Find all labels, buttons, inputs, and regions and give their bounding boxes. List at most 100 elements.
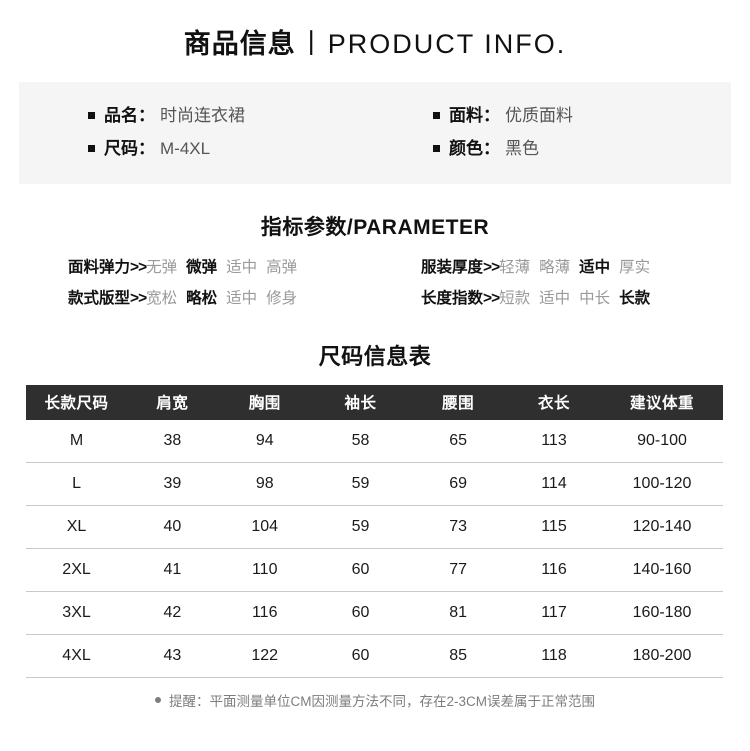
parameter-option: 微弹 — [186, 258, 218, 276]
table-row: L 39 98 59 69 114 100-120 — [26, 462, 723, 506]
parameter-name: 服装厚度 — [421, 258, 484, 276]
table-cell-size: 3XL — [26, 591, 128, 635]
parameter-fabric-elasticity: 面料弹力 >> 无弹 微弹 适中 高弹 — [0, 258, 365, 277]
square-bullet-icon — [433, 145, 440, 153]
parameter-arrow: >> — [130, 290, 147, 308]
parameter-option: 适中 — [226, 258, 258, 276]
parameter-options: 轻薄 略薄 适中 厚实 — [499, 258, 659, 277]
parameter-line: 款式版型 >> 宽松 略松 适中 修身 长度指数 >> 短款 适中 中长 长款 — [0, 289, 750, 308]
size-table-title: 尺码信息表 — [318, 343, 432, 369]
parameter-option: 宽松 — [146, 290, 178, 308]
measurement-note: 提醒：平面测量单位CM因测量方法不同，存在2-3CM误差属于正常范围 — [0, 690, 750, 710]
parameter-arrow: >> — [483, 290, 500, 308]
table-cell: 116 — [506, 548, 602, 592]
parameter-grid: 面料弹力 >> 无弹 微弹 适中 高弹 服装厚度 >> 轻薄 略薄 适中 厚实 款式版型 >… — [0, 258, 750, 309]
table-cell-size: L — [26, 462, 128, 506]
parameter-option: 略薄 — [539, 258, 571, 276]
info-row-size: 尺码 ： M-4XL — [88, 140, 386, 159]
table-cell: 73 — [409, 505, 507, 549]
parameter-option: 适中 — [579, 258, 611, 276]
product-info-box: 品名 ： 时尚连衣裙 尺码 ： M-4XL 面料 ： 优质面料 颜色 ： — [19, 81, 731, 184]
parameter-option: 短款 — [499, 290, 531, 308]
parameter-options: 无弹 微弹 适中 高弹 — [146, 258, 306, 277]
table-cell: 100-120 — [601, 462, 723, 506]
square-bullet-icon — [433, 111, 440, 119]
table-cell: 120-140 — [601, 505, 723, 549]
size-table-body: M 38 94 58 65 113 90-100 L 39 98 59 69 114 100-120 XL 4… — [26, 419, 723, 678]
table-cell: 114 — [506, 462, 602, 506]
table-cell: 60 — [311, 591, 410, 635]
table-cell: 115 — [506, 505, 602, 549]
page-title-cn: 商品信息 — [183, 29, 296, 59]
parameter-options: 短款 适中 中长 长款 — [499, 289, 659, 308]
info-row-product-name: 品名 ： 时尚连衣裙 — [88, 105, 386, 126]
table-cell: 104 — [217, 505, 312, 549]
parameter-style-fit: 款式版型 >> 宽松 略松 适中 修身 — [0, 289, 365, 308]
page-title-en: PRODUCT INFO. — [327, 29, 567, 59]
table-cell: 117 — [506, 591, 602, 635]
table-column-header: 腰围 — [409, 384, 507, 420]
info-colon: ： — [483, 105, 500, 125]
table-column-header: 袖长 — [311, 384, 410, 420]
table-row: M 38 94 58 65 113 90-100 — [26, 419, 723, 463]
table-row: 3XL 42 116 60 81 117 160-180 — [26, 591, 723, 635]
parameter-option: 适中 — [226, 290, 258, 308]
measurement-note-text: 提醒：平面测量单位CM因测量方法不同，存在2-3CM误差属于正常范围 — [168, 694, 595, 709]
info-label: 颜色 — [449, 139, 483, 159]
table-cell: 122 — [217, 634, 312, 678]
table-cell-size: M — [26, 419, 128, 463]
table-cell: 81 — [409, 591, 507, 635]
table-cell: 77 — [409, 548, 507, 592]
table-row: 4XL 43 122 60 85 118 180-200 — [26, 634, 723, 678]
info-column-right: 面料 ： 优质面料 颜色 ： 黑色 — [386, 105, 731, 159]
parameter-name: 长度指数 — [421, 290, 484, 308]
info-value: 时尚连衣裙 — [160, 105, 245, 125]
table-cell: 65 — [409, 419, 507, 463]
parameter-option: 适中 — [539, 290, 571, 308]
table-cell: 85 — [409, 634, 507, 678]
size-table-head: 长款尺码 肩宽 胸围 袖长 腰围 衣长 建议体重 — [26, 384, 723, 420]
table-cell: 38 — [127, 419, 218, 463]
parameter-length-index: 长度指数 >> 短款 适中 中长 长款 — [365, 289, 750, 308]
info-colon: ： — [138, 139, 155, 159]
table-cell: 90-100 — [601, 419, 723, 463]
table-cell: 42 — [127, 591, 218, 635]
table-cell: 69 — [409, 462, 507, 506]
parameter-options: 宽松 略松 适中 修身 — [146, 289, 306, 308]
table-cell: 110 — [217, 548, 312, 592]
info-value: 黑色 — [505, 139, 539, 159]
table-cell: 60 — [311, 634, 410, 678]
info-value: 优质面料 — [505, 105, 573, 125]
parameter-arrow: >> — [483, 258, 500, 276]
parameter-section-title: 指标参数/PARAMETER — [260, 215, 490, 239]
table-cell: 59 — [311, 505, 410, 549]
parameter-option: 略松 — [186, 290, 218, 308]
parameter-option: 厚实 — [619, 258, 651, 276]
square-bullet-icon — [88, 111, 95, 119]
size-table: 长款尺码 肩宽 胸围 袖长 腰围 衣长 建议体重 M 38 94 58 65 113 90-100 L 39… — [26, 384, 723, 678]
parameter-name: 面料弹力 — [68, 258, 131, 276]
table-cell: 94 — [217, 419, 312, 463]
info-column-left: 品名 ： 时尚连衣裙 尺码 ： M-4XL — [19, 105, 386, 159]
table-cell: 180-200 — [601, 634, 723, 678]
table-cell: 58 — [311, 419, 410, 463]
table-cell: 160-180 — [601, 591, 723, 635]
info-colon: ： — [483, 139, 500, 159]
parameter-option: 修身 — [266, 290, 298, 308]
table-cell: 60 — [311, 548, 410, 592]
table-column-header: 胸围 — [217, 384, 312, 420]
square-bullet-icon — [88, 145, 95, 153]
table-cell: 41 — [127, 548, 218, 592]
table-cell: 113 — [506, 419, 602, 463]
page-title: 商品信息丨PRODUCT INFO. — [0, 0, 750, 62]
parameter-option: 长款 — [619, 290, 651, 308]
table-column-header: 长款尺码 — [26, 384, 128, 420]
parameter-name: 款式版型 — [68, 290, 131, 308]
table-cell-size: XL — [26, 505, 128, 549]
table-cell: 43 — [127, 634, 218, 678]
table-row: 2XL 41 110 60 77 116 140-160 — [26, 548, 723, 592]
table-cell: 140-160 — [601, 548, 723, 592]
table-cell: 40 — [127, 505, 218, 549]
table-cell: 39 — [127, 462, 218, 506]
